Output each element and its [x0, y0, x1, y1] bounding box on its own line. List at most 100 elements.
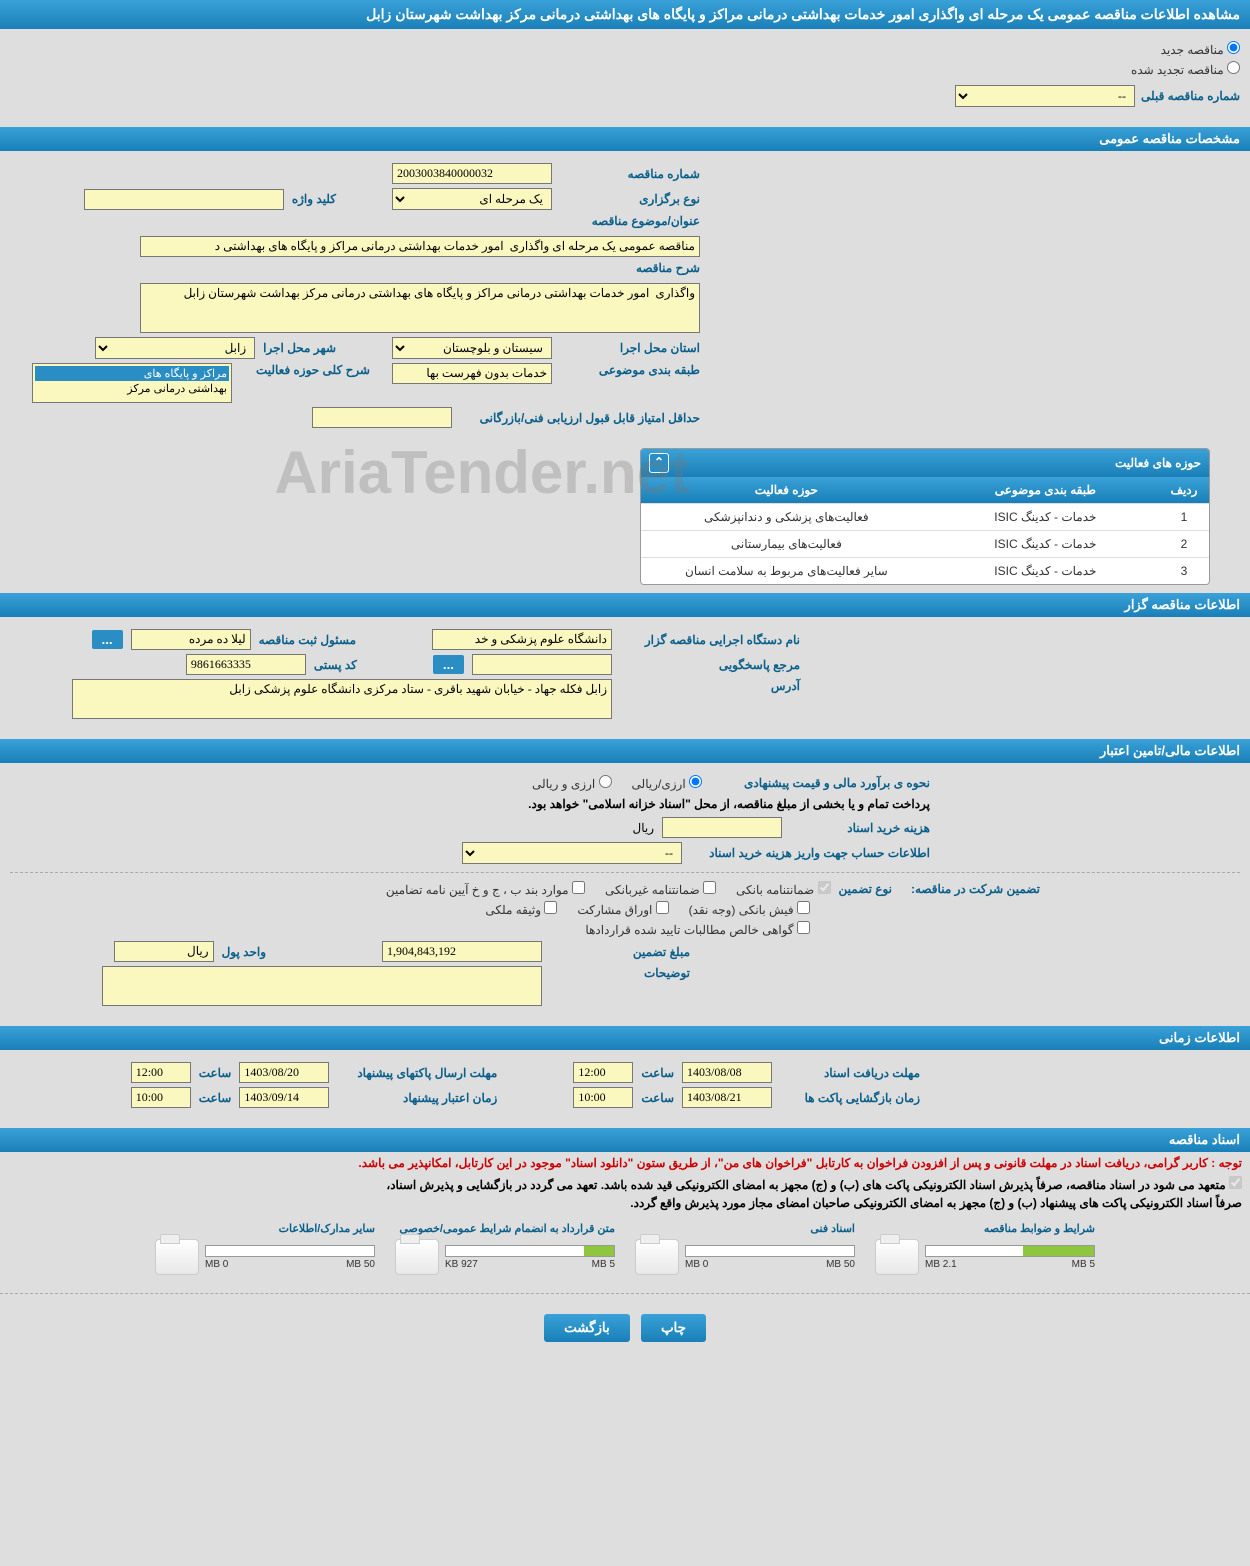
guarantee-amount-label: مبلغ تضمین	[550, 945, 690, 959]
open-time	[573, 1087, 633, 1108]
section-documents: اسناد مناقصه	[0, 1128, 1250, 1152]
estimate-label: نحوه ی برآورد مالی و قیمت پیشنهادی	[710, 776, 930, 790]
financial-form: نحوه ی برآورد مالی و قیمت پیشنهادی ارزی/…	[0, 763, 1250, 1018]
radio-foreign[interactable]: ارزی و ریالی	[532, 775, 612, 791]
send-label: مهلت ارسال پاکتهای پیشنهاد	[337, 1066, 497, 1080]
activity-scope-opt-0[interactable]: مراکز و پایگاه های	[35, 366, 229, 381]
guarantee-label: تضمین شرکت در مناقصه:	[900, 882, 1040, 896]
folder-icon[interactable]	[875, 1239, 919, 1275]
chk-property-input[interactable]	[544, 901, 557, 914]
open-time-label: ساعت	[641, 1091, 674, 1105]
docs-grid: شرایط و ضوابط مناقصه5 MB2.1 MBاسناد فنی5…	[0, 1212, 1250, 1285]
chk-bank-input	[818, 881, 831, 894]
doc-card[interactable]: اسناد فنی50 MB0 MB	[635, 1222, 855, 1275]
province-select[interactable]: سیستان و بلوچستان	[392, 337, 552, 359]
folder-icon[interactable]	[635, 1239, 679, 1275]
receive-date	[682, 1062, 772, 1083]
keyword-input[interactable]	[84, 189, 284, 210]
collapse-icon[interactable]: ⌃	[649, 453, 669, 473]
tender-status-area: مناقصه جدید مناقصه تجدید شده شماره مناقص…	[0, 29, 1250, 119]
activity-scope-list[interactable]: مراکز و پایگاه های بهداشتی درمانی مرکز	[32, 363, 232, 403]
folder-icon[interactable]	[155, 1239, 199, 1275]
print-button[interactable]: چاپ	[641, 1314, 706, 1342]
radio-rial-label: ارزی/ریالی	[632, 777, 686, 791]
city-label: شهر محل اجرا	[263, 341, 336, 355]
payment-note: پرداخت تمام و یا بخشی از مبلغ مناقصه، از…	[10, 795, 1240, 813]
chk-cash-input[interactable]	[797, 901, 810, 914]
radio-renewed-tender-input[interactable]	[1227, 61, 1240, 74]
table-row: 3خدمات - کدینگ ISICسایر فعالیت‌های مربوط…	[641, 557, 1209, 584]
radio-new-label: مناقصه جدید	[1161, 43, 1224, 57]
page-title: مشاهده اطلاعات مناقصه عمومی یک مرحله ای …	[0, 0, 1250, 29]
doc-used: 0 MB	[685, 1259, 708, 1270]
doc-max: 50 MB	[826, 1259, 855, 1270]
doc-cost-input[interactable]	[662, 817, 782, 838]
chk-annex[interactable]: موارد بند ب ، ج و خ آیین نامه تضامین	[386, 881, 585, 897]
doc-used: 2.1 MB	[925, 1259, 957, 1270]
activity-scope-opt-1[interactable]: بهداشتی درمانی مرکز	[35, 381, 229, 396]
notes-textarea[interactable]	[102, 966, 542, 1006]
receive-label: مهلت دریافت اسناد	[780, 1066, 920, 1080]
category-label: طبقه بندی موضوعی	[560, 363, 700, 377]
radio-rial[interactable]: ارزی/ریالی	[632, 775, 702, 791]
radio-rial-input[interactable]	[689, 775, 702, 788]
chk-property[interactable]: وثیقه ملکی	[485, 901, 557, 917]
radio-new-tender-input[interactable]	[1227, 41, 1240, 54]
folder-icon[interactable]	[395, 1239, 439, 1275]
doc-card[interactable]: شرایط و ضوابط مناقصه5 MB2.1 MB	[875, 1222, 1095, 1275]
city-select[interactable]: زابل	[95, 337, 255, 359]
doc-progress	[205, 1245, 375, 1257]
section-financial: اطلاعات مالی/تامین اعتبار	[0, 739, 1250, 763]
ref-input[interactable]	[472, 654, 612, 675]
chk-annex-input[interactable]	[572, 881, 585, 894]
col-activity: حوزه فعالیت	[641, 477, 932, 503]
ref-label: مرجع پاسخگویی	[620, 658, 800, 672]
address-textarea[interactable]: زابل فکله جهاد - خیابان شهید باقری - ستا…	[72, 679, 612, 719]
min-score-input[interactable]	[312, 407, 452, 428]
guarantee-type-label: نوع تضمین	[839, 882, 892, 896]
province-label: استان محل اجرا	[560, 341, 700, 355]
chk-cash[interactable]: فیش بانکی (وجه نقد)	[689, 901, 810, 917]
doc-card[interactable]: متن قرارداد به انضمام شرایط عمومی/خصوصی5…	[395, 1222, 615, 1275]
prev-number-select[interactable]: --	[955, 85, 1135, 107]
doc-used: 927 KB	[445, 1259, 478, 1270]
reg-resp-label: مسئول ثبت مناقصه	[259, 633, 356, 647]
validity-label: زمان اعتبار پیشنهاد	[337, 1091, 497, 1105]
type-select[interactable]: یک مرحله ای	[392, 188, 552, 210]
receive-time	[573, 1062, 633, 1083]
prev-number-label: شماره مناقصه قبلی	[1141, 89, 1240, 103]
col-category: طبقه بندی موضوعی	[932, 477, 1159, 503]
radio-renewed-tender[interactable]: مناقصه تجدید شده	[1131, 61, 1240, 77]
chk-nonbank-input[interactable]	[703, 881, 716, 894]
validity-date	[239, 1087, 329, 1108]
category-input	[392, 363, 552, 384]
chk-claims-input[interactable]	[797, 921, 810, 934]
radio-new-tender[interactable]: مناقصه جدید	[1161, 41, 1240, 57]
type-label: نوع برگزاری	[560, 192, 700, 206]
chk-securities[interactable]: اوراق مشارکت	[577, 901, 668, 917]
validity-time-label: ساعت	[199, 1091, 232, 1105]
section-organizer: اطلاعات مناقصه گزار	[0, 593, 1250, 617]
reg-resp-more-button[interactable]: ...	[92, 630, 123, 649]
desc-label: شرح مناقصه	[560, 261, 700, 275]
doc-card[interactable]: سایر مدارک/اطلاعات50 MB0 MB	[155, 1222, 375, 1275]
doc-note-1-chk	[1229, 1176, 1242, 1189]
doc-progress	[685, 1245, 855, 1257]
subject-input[interactable]	[140, 236, 700, 257]
address-label: آدرس	[620, 679, 800, 693]
subject-label: عنوان/موضوع مناقصه	[560, 214, 700, 228]
chk-nonbank[interactable]: ضمانتنامه غیربانکی	[605, 881, 716, 897]
currency-unit-input	[114, 941, 214, 962]
account-select[interactable]: --	[462, 842, 682, 864]
chk-securities-input[interactable]	[656, 901, 669, 914]
desc-textarea[interactable]: واگذاری امور خدمات بهداشتی درمانی مراکز …	[140, 283, 700, 333]
doc-progress	[925, 1245, 1095, 1257]
radio-foreign-input[interactable]	[599, 775, 612, 788]
send-time-label: ساعت	[199, 1066, 232, 1080]
open-date	[682, 1087, 772, 1108]
doc-progress	[445, 1245, 615, 1257]
chk-bank[interactable]: ضمانتنامه بانکی	[736, 881, 831, 897]
chk-claims[interactable]: گواهی خالص مطالبات تایید شده قراردادها	[585, 921, 810, 937]
back-button[interactable]: بازگشت	[544, 1314, 630, 1342]
ref-more-button[interactable]: ...	[433, 655, 464, 674]
